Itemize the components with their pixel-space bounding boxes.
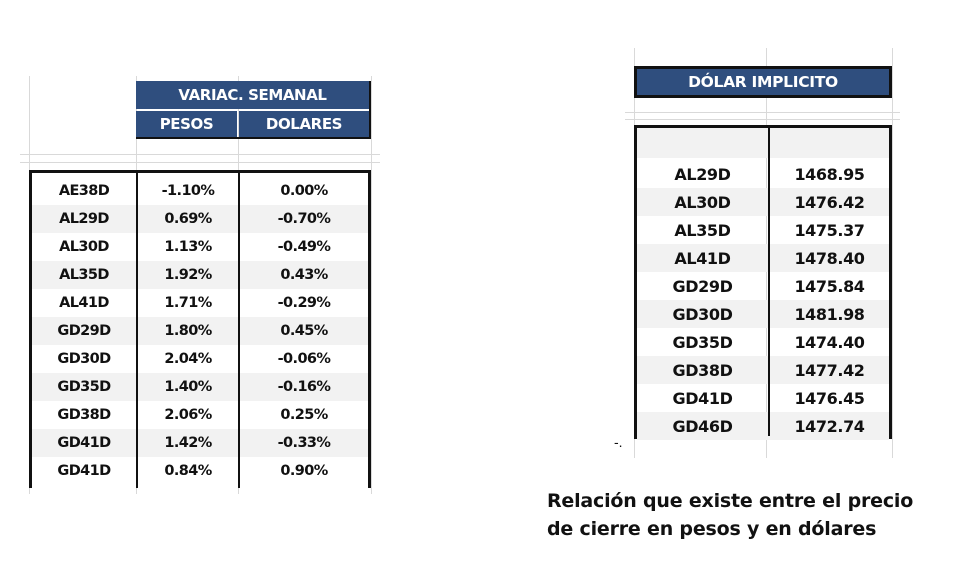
bond-cell: AL30D [674,192,731,212]
bond-cell: GD41D [57,435,111,451]
bond-cell: GD35D [57,379,111,395]
table-row: GD35D 1.40% -0.16% [32,373,368,401]
implied-dollar-cell: 1476.45 [794,388,865,408]
column-header-dolares: DOLARES [239,111,369,137]
gridline [892,48,893,458]
pesos-cell: 0.84% [164,463,212,479]
gridline [20,162,380,163]
bond-cell: AE38D [58,183,110,199]
weekly-change-table: GD41D 0.84% 0.90% GD41D 1.42% -0.33% GD38D 2.06… [29,170,371,488]
bond-cell: GD35D [672,332,733,352]
weekly-change-title: VARIAC. SEMANAL [136,81,369,109]
implied-dollar-cell: 1481.98 [794,304,865,324]
dolares-cell: 0.00% [280,183,328,199]
bond-cell: GD41D [672,388,733,408]
implied-dollar-cell: 1476.42 [794,192,865,212]
gridline [20,154,380,155]
implied-dollar-cell: 1475.37 [794,220,865,240]
table-row: GD41D 1.42% -0.33% [32,429,368,457]
column-divider [136,173,138,488]
implied-dollar-cell: 1472.74 [794,416,865,436]
gridline [371,76,372,494]
bond-cell: AL35D [59,267,109,283]
table-row: AL30D 1476.42 [637,188,889,216]
dolares-cell: 0.43% [280,267,328,283]
caption-line-1: Relación que existe entre el precio [547,490,914,512]
bond-cell: GD41D [57,463,111,479]
bond-cell: GD29D [57,323,111,339]
implied-dollar-cell: 1474.40 [794,332,865,352]
column-divider [238,173,240,488]
table-row: AL41D 1478.40 [637,244,889,272]
pesos-cell: 0.69% [164,211,212,227]
bond-cell: AL35D [674,220,731,240]
stray-mark: -. [614,434,623,450]
table-row: GD30D 2.04% -0.06% [32,345,368,373]
table-row: GD29D 1.80% 0.45% [32,317,368,345]
pesos-cell: 2.04% [164,351,212,367]
table-row: GD38D 2.06% 0.25% [32,401,368,429]
bond-cell: AL30D [59,239,109,255]
implied-dollar-table: AL29D 1468.95 AL30D 1476.42 AL35D 1475.37 AL41… [634,125,892,440]
pesos-cell: 1.80% [164,323,212,339]
implied-dollar-title: DÓLAR IMPLICITO [634,66,892,98]
dolares-cell: -0.49% [277,239,331,255]
table-row: GD41D 0.84% 0.90% [32,457,368,485]
table-row: AL35D 1.92% 0.43% [32,261,368,289]
table-row: GD38D 1477.42 [637,356,889,384]
implied-dollar-cell: 1475.84 [794,276,865,296]
bond-cell: AL41D [674,248,731,268]
bond-cell: GD38D [672,360,733,380]
pesos-cell: 1.92% [164,267,212,283]
table-row: GD30D 1481.98 [637,300,889,328]
column-header-pesos: PESOS [136,111,237,137]
table-row: GD29D 1475.84 [637,272,889,300]
table-row [637,128,889,158]
pesos-cell: 1.71% [164,295,212,311]
bond-cell: GD29D [672,276,733,296]
pesos-cell: 1.13% [164,239,212,255]
bond-cell: AL41D [59,295,109,311]
bond-cell: GD46D [672,416,733,436]
implied-dollar-cell: 1478.40 [794,248,865,268]
bond-cell: AL29D [674,164,731,184]
gridline [625,119,900,120]
implied-dollar-cell: 1468.95 [794,164,865,184]
table-row: AL29D 0.69% -0.70% [32,205,368,233]
table-row: GD46D 1472.74 [637,412,889,440]
bond-cell: AL29D [59,211,109,227]
dolares-cell: 0.25% [280,407,328,423]
table-row: AE38D -1.10% 0.00% [32,177,368,205]
table-row: AL29D 1468.95 [637,160,889,188]
dolares-cell: 0.90% [280,463,328,479]
implied-dollar-cell: 1477.42 [794,360,865,380]
dolares-cell: -0.33% [277,435,331,451]
column-divider [768,128,770,436]
pesos-cell: 1.40% [164,379,212,395]
gridline [625,112,900,113]
bond-cell: GD30D [672,304,733,324]
dolares-cell: 0.45% [280,323,328,339]
bond-cell: GD38D [57,407,111,423]
table-row: AL35D 1475.37 [637,216,889,244]
table-row: AL41D 1.71% -0.29% [32,289,368,317]
table-row: GD35D 1474.40 [637,328,889,356]
dolares-cell: -0.70% [277,211,331,227]
pesos-cell: -1.10% [161,183,215,199]
bond-cell: GD30D [57,351,111,367]
pesos-cell: 2.06% [164,407,212,423]
pesos-cell: 1.42% [164,435,212,451]
caption-line-2: de cierre en pesos y en dólares [547,518,877,540]
dolares-cell: -0.06% [277,351,331,367]
table-row: AL30D 1.13% -0.49% [32,233,368,261]
dolares-cell: -0.29% [277,295,331,311]
dolares-cell: -0.16% [277,379,331,395]
caption: Relación que existe entre el precio de c… [547,487,977,543]
table-row: GD41D 1476.45 [637,384,889,412]
